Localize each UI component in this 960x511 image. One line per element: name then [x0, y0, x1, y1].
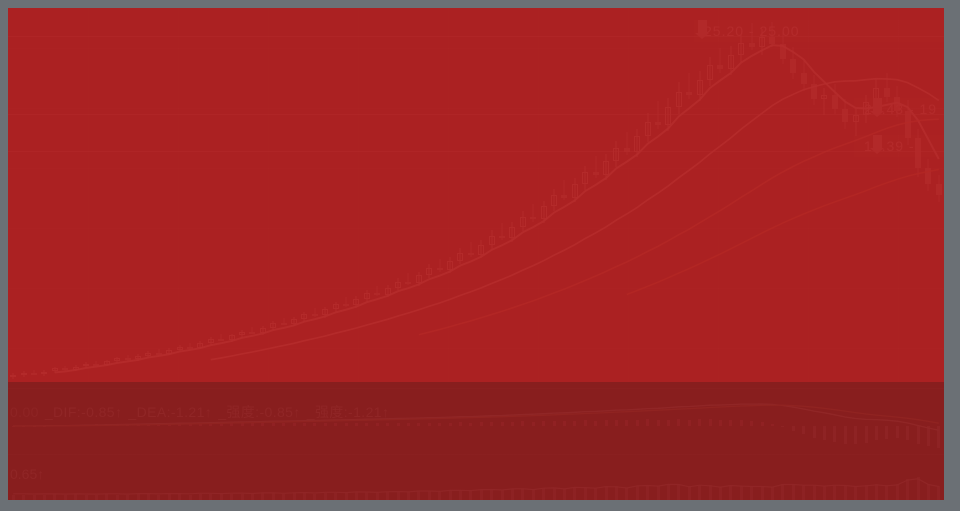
price-level-band[interactable]: 20.43 - 19	[854, 98, 944, 120]
price-level-band[interactable]: 18.39 -	[854, 135, 944, 157]
moving-average-line	[626, 168, 939, 296]
price-panel[interactable]: 25.20 - 25.00 20.43 - 19 18.39 -	[8, 8, 944, 388]
moving-average-line	[54, 44, 940, 374]
price-level-marker-icon	[695, 20, 709, 39]
macd-signal-lines	[13, 403, 939, 431]
macd-panel[interactable]: 0.00 _DIF:-0.85↑ _DEA:-1.21↑ _强度:-0.85↑ _强度:…	[8, 388, 944, 454]
price-level-line	[8, 114, 944, 115]
price-level-marker-icon	[870, 98, 884, 117]
price-level-line	[8, 151, 944, 152]
price-level-label: 18.39 -	[864, 138, 915, 154]
price-level-marker-icon	[870, 135, 884, 154]
price-level-label: 20.43 - 19	[864, 101, 938, 117]
volume-average-line	[13, 478, 939, 495]
volume-panel[interactable]: 0.65↑	[8, 454, 944, 500]
chart-canvas[interactable]: 25.20 - 25.00 20.43 - 19 18.39 - 0.00 _DIF:…	[8, 8, 944, 500]
chart-window-frame: 25.20 - 25.00 20.43 - 19 18.39 - 0.00 _DIF:…	[8, 8, 944, 500]
moving-average-lines	[54, 44, 940, 374]
price-level-label: 25.20 - 25.00	[704, 23, 800, 39]
volume-indicator-line	[13, 478, 939, 495]
price-level-band[interactable]: 25.20 - 25.00	[694, 20, 944, 42]
